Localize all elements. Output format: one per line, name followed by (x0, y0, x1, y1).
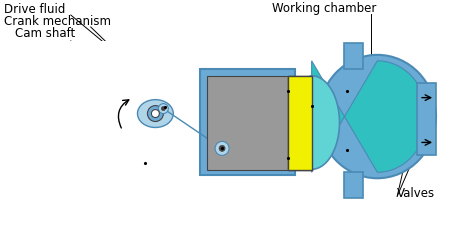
Ellipse shape (137, 100, 173, 128)
Polygon shape (207, 76, 288, 170)
Text: Cam shaft: Cam shaft (15, 27, 75, 41)
Polygon shape (345, 43, 364, 69)
Polygon shape (345, 172, 364, 198)
Circle shape (219, 145, 225, 151)
Polygon shape (417, 83, 436, 155)
Polygon shape (288, 76, 311, 170)
Text: Corpus: Corpus (15, 142, 56, 155)
Circle shape (147, 106, 164, 122)
Polygon shape (200, 69, 295, 175)
Polygon shape (1, 41, 311, 200)
Text: Diaphragm: Diaphragm (11, 167, 77, 180)
Polygon shape (200, 69, 295, 175)
Polygon shape (288, 76, 311, 170)
Text: Crank mechanism: Crank mechanism (4, 14, 111, 27)
Circle shape (161, 106, 165, 111)
Circle shape (158, 104, 168, 114)
Ellipse shape (319, 55, 436, 178)
Circle shape (151, 110, 159, 117)
Circle shape (215, 142, 229, 155)
Polygon shape (165, 157, 200, 175)
Polygon shape (300, 76, 339, 169)
Circle shape (113, 68, 208, 163)
Text: Valves: Valves (397, 187, 435, 200)
Text: Working chamber: Working chamber (272, 2, 376, 15)
Text: Piston: Piston (23, 154, 59, 167)
Polygon shape (311, 61, 427, 172)
Text: Drive fluid: Drive fluid (4, 3, 65, 16)
Polygon shape (207, 76, 288, 170)
Polygon shape (165, 66, 200, 77)
Circle shape (106, 61, 215, 170)
